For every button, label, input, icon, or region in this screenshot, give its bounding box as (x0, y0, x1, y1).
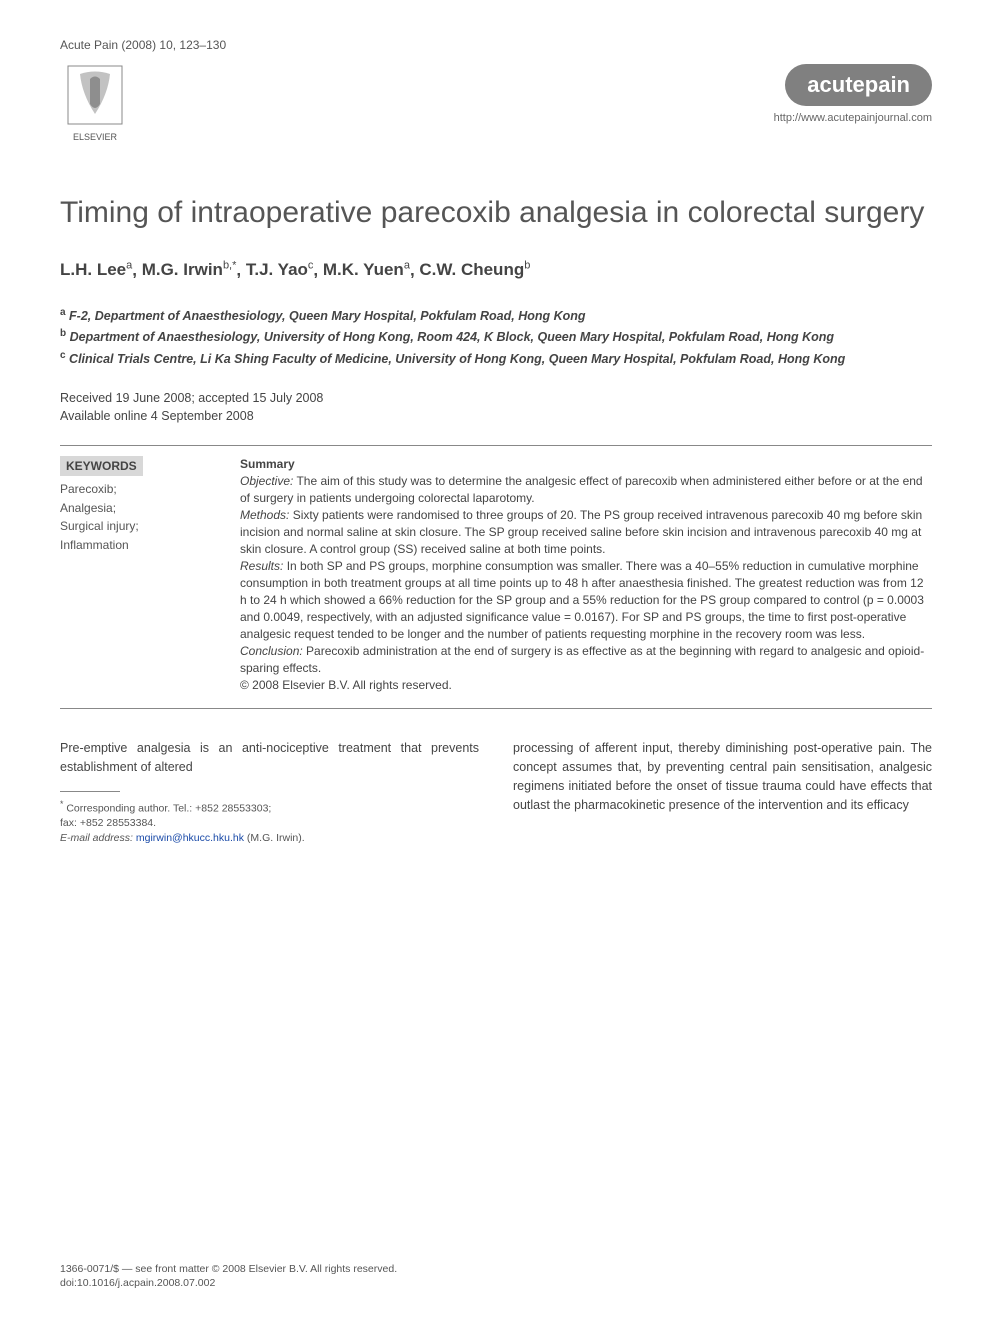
header-row: ELSEVIER acutepain http://www.acutepainj… (60, 64, 932, 144)
body-paragraph: processing of afferent input, thereby di… (513, 739, 932, 814)
article-title: Timing of intraoperative parecoxib analg… (60, 194, 932, 232)
body-columns: Pre-emptive analgesia is an anti-nocicep… (60, 739, 932, 845)
corresponding-author-footnote: * Corresponding author. Tel.: +852 28553… (60, 798, 479, 846)
doi-line: doi:10.1016/j.acpain.2008.07.002 (60, 1276, 397, 1291)
front-matter-line: 1366-0071/$ — see front matter © 2008 El… (60, 1262, 397, 1277)
summary-column: Summary Objective: The aim of this study… (240, 456, 932, 694)
summary-objective: Objective: The aim of this study was to … (240, 473, 932, 507)
affiliation: c Clinical Trials Centre, Li Ka Shing Fa… (60, 349, 932, 368)
publisher-name: ELSEVIER (73, 132, 118, 142)
author: M.K. Yuena (323, 260, 410, 279)
email-link[interactable]: mgirwin@hkucc.hku.hk (133, 832, 247, 844)
received-accepted: Received 19 June 2008; accepted 15 July … (60, 390, 932, 408)
author: T.J. Yaoc (246, 260, 314, 279)
article-dates: Received 19 June 2008; accepted 15 July … (60, 390, 932, 425)
summary-results: Results: In both SP and PS groups, morph… (240, 558, 932, 643)
affiliation: a F-2, Department of Anaesthesiology, Qu… (60, 306, 932, 325)
journal-logo: acutepain http://www.acutepainjournal.co… (774, 64, 932, 124)
body-column-right: processing of afferent input, thereby di… (513, 739, 932, 845)
author: L.H. Leea (60, 260, 132, 279)
journal-badge: acutepain (785, 64, 932, 106)
keywords-list: Parecoxib; Analgesia; Surgical injury; I… (60, 480, 220, 554)
footnote-rule (60, 791, 120, 792)
summary-heading: Summary (240, 456, 932, 473)
summary-methods: Methods: Sixty patients were randomised … (240, 507, 932, 558)
author: C.W. Cheungb (419, 260, 530, 279)
journal-badge-right: pain (865, 72, 910, 97)
journal-url[interactable]: http://www.acutepainjournal.com (774, 112, 932, 124)
body-column-left: Pre-emptive analgesia is an anti-nocicep… (60, 739, 479, 845)
summary-conclusion: Conclusion: Parecoxib administration at … (240, 643, 932, 677)
keywords-summary-block: KEYWORDS Parecoxib; Analgesia; Surgical … (60, 445, 932, 709)
author-list: L.H. Leea, M.G. Irwinb,*, T.J. Yaoc, M.K… (60, 260, 932, 281)
author: M.G. Irwinb,* (142, 260, 237, 279)
keywords-column: KEYWORDS Parecoxib; Analgesia; Surgical … (60, 456, 240, 694)
journal-reference: Acute Pain (2008) 10, 123–130 (60, 38, 932, 52)
affiliation-list: a F-2, Department of Anaesthesiology, Qu… (60, 306, 932, 368)
body-paragraph: Pre-emptive analgesia is an anti-nocicep… (60, 739, 479, 777)
publisher-logo: ELSEVIER (60, 64, 130, 144)
journal-badge-left: acute (807, 72, 864, 97)
affiliation: b Department of Anaesthesiology, Univers… (60, 327, 932, 346)
page-footer: 1366-0071/$ — see front matter © 2008 El… (60, 1262, 397, 1291)
keywords-heading: KEYWORDS (60, 456, 143, 476)
summary-copyright: © 2008 Elsevier B.V. All rights reserved… (240, 677, 932, 694)
available-online: Available online 4 September 2008 (60, 408, 932, 426)
